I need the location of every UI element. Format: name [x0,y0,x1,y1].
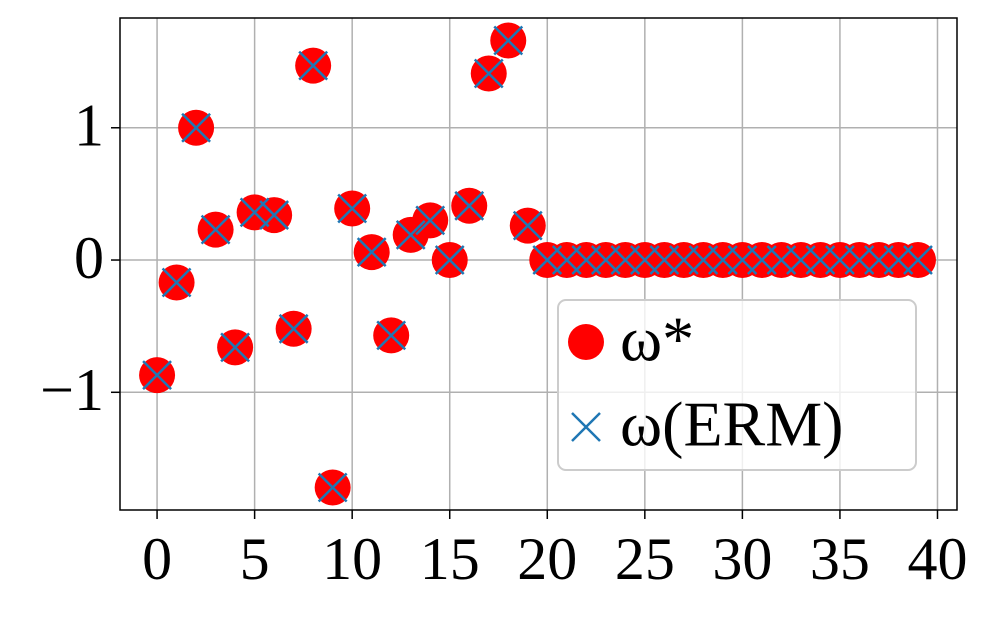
point [337,193,368,224]
legend-label: ω* [620,304,694,375]
point [239,197,270,228]
point [317,472,348,503]
y-tick-label: −1 [40,357,104,423]
x-tick-label: 0 [142,526,172,592]
legend-marker [568,324,604,360]
point [200,214,231,245]
x-tick-label: 5 [240,526,270,592]
point [161,267,192,298]
point [473,58,504,89]
legend-box [557,299,917,471]
point [454,190,485,221]
point [356,237,387,267]
point [493,25,524,56]
point [434,245,465,275]
x-tick-label: 20 [517,526,577,592]
x-tick-label: 10 [322,526,382,592]
x-tick-label: 15 [420,526,480,592]
point [220,332,250,363]
point [181,112,211,143]
point [376,320,407,351]
point [259,200,290,230]
point [298,50,329,81]
legend: ω* ω(ERM) [557,299,917,471]
point [395,220,426,250]
x-tick-label: 35 [810,526,870,592]
x-tick-label: 25 [615,526,675,592]
point [512,210,543,241]
x-tick-label: 40 [907,526,967,592]
y-tick-label: 0 [74,225,104,291]
point [142,360,172,390]
point [903,245,933,275]
plot-frame [119,17,958,511]
x-tick-label: 30 [712,526,772,592]
legend-marker [571,412,601,442]
y-tick-label: 1 [74,93,104,159]
point [278,313,309,344]
point [415,205,446,236]
legend-label: ω(ERM) [620,389,843,460]
